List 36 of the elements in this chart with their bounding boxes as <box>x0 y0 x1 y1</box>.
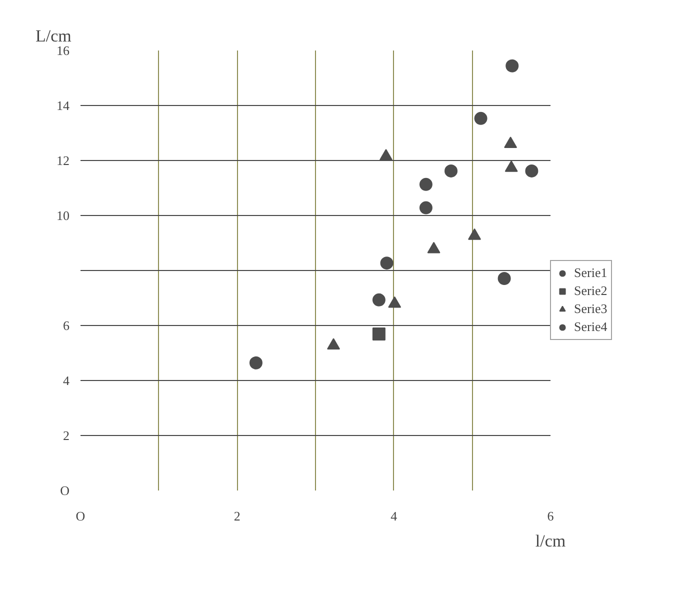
point <box>380 256 394 270</box>
x-tick-label: 2 <box>234 508 240 524</box>
y-tick-label: 4 <box>63 373 70 388</box>
y-tick-label: 2 <box>63 428 70 443</box>
legend-label: Serie2 <box>574 283 608 299</box>
point <box>525 164 538 178</box>
legend-label: Serie1 <box>574 265 608 281</box>
point <box>474 112 488 125</box>
x-tick-label: 6 <box>547 508 554 524</box>
point <box>372 328 386 341</box>
point <box>388 296 402 308</box>
point <box>327 338 340 350</box>
y-axis-title: L/cm <box>36 26 72 46</box>
legend-label: Serie3 <box>574 301 608 317</box>
point <box>249 356 262 370</box>
point <box>504 160 518 172</box>
point <box>419 201 432 214</box>
legend-label: Serie4 <box>574 319 608 335</box>
y-tick-label: 6 <box>63 318 70 333</box>
point <box>444 164 458 178</box>
x-axis-title: l/cm <box>535 532 566 550</box>
y-tick-label: O <box>60 483 70 498</box>
point <box>506 59 519 72</box>
y-tick-label: 10 <box>56 208 70 223</box>
point <box>380 148 392 160</box>
point <box>498 272 511 285</box>
point <box>468 228 482 240</box>
point <box>372 293 386 306</box>
point <box>419 178 432 191</box>
point <box>427 242 440 254</box>
y-tick-label: 12 <box>56 153 70 168</box>
x-tick-label: 4 <box>390 508 398 524</box>
x-tick-label: O <box>76 508 86 524</box>
point <box>504 136 518 148</box>
y-tick-label: 14 <box>56 98 70 113</box>
y-tick-label: 16 <box>56 43 70 58</box>
